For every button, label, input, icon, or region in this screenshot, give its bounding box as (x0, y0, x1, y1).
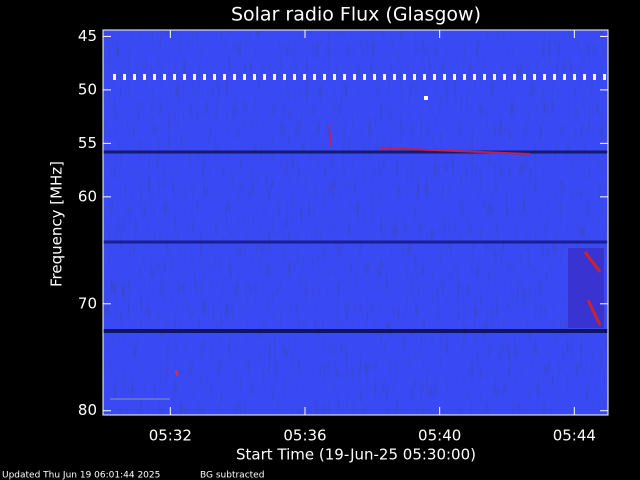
y-tick-label: 50 (78, 80, 97, 98)
x-tick-label: 05:32 (149, 427, 192, 445)
y-axis-label: Frequency [MHz] (48, 161, 66, 287)
x-tick-label: 05:40 (418, 427, 461, 445)
y-tick-label: 70 (78, 294, 97, 312)
x-tick-label: 05:44 (553, 427, 596, 445)
y-tick-label: 80 (78, 401, 97, 419)
x-tick-label: 05:36 (283, 427, 326, 445)
footer-note: BG subtracted (200, 471, 264, 480)
y-tick-label: 60 (78, 187, 97, 205)
plot-frame (102, 29, 609, 416)
x-axis-label: Start Time (19-Jun-25 05:30:00) (236, 446, 476, 464)
spectrogram (103, 30, 608, 415)
chart-title: Solar radio Flux (Glasgow) (231, 4, 481, 26)
footer-note: Updated Thu Jun 19 06:01:44 2025 (2, 471, 160, 480)
y-tick-label: 45 (78, 27, 97, 45)
y-tick-label: 55 (78, 134, 97, 152)
